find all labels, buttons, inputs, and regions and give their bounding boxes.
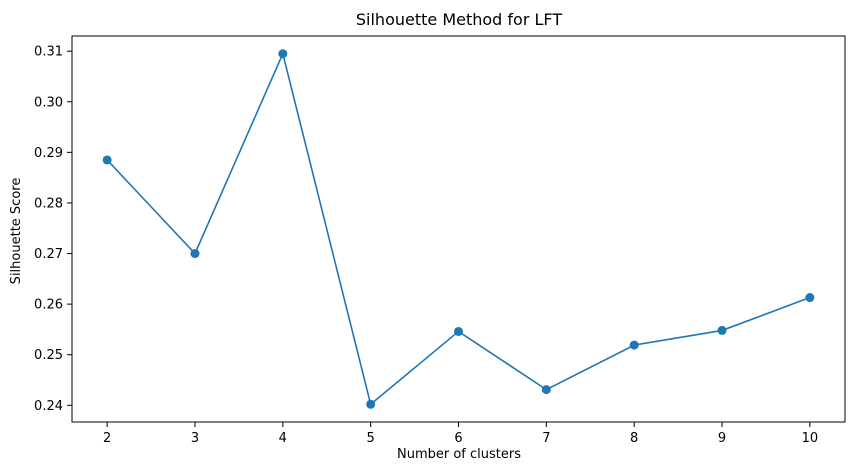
x-tick-label: 10	[802, 431, 819, 446]
x-tick-label: 5	[367, 431, 375, 446]
y-tick-label: 0.26	[34, 298, 63, 313]
x-tick-label: 6	[454, 431, 462, 446]
chart-title: Silhouette Method for LFT	[356, 10, 562, 29]
data-point	[541, 385, 551, 395]
data-point	[278, 49, 288, 59]
y-axis-label: Silhouette Score	[9, 178, 24, 285]
data-point	[805, 293, 815, 303]
data-point	[366, 399, 376, 409]
data-point	[454, 326, 463, 336]
x-tick-label: 3	[191, 431, 199, 446]
y-tick-label: 0.30	[34, 95, 63, 110]
y-tick-label: 0.31	[34, 45, 63, 60]
data-point	[190, 249, 200, 259]
y-tick-label: 0.24	[34, 399, 63, 414]
x-tick-label: 9	[718, 431, 726, 446]
y-tick-label: 0.25	[34, 348, 63, 363]
series-line	[106, 51, 811, 406]
y-tick-label: 0.28	[34, 196, 63, 211]
data-point	[102, 155, 112, 165]
data-point	[629, 340, 639, 350]
plot-area: 2 3 4 5 6 7 8 9 10 0.24 0.25 0.26 0.27 0.28 0.29 0.30 0.…	[34, 35, 846, 446]
x-tick-label: 2	[103, 431, 111, 446]
data-point	[717, 325, 727, 335]
y-tick-label: 0.29	[34, 146, 63, 161]
x-tick-label: 8	[630, 431, 638, 446]
x-axis-label: Number of clusters	[397, 447, 521, 462]
y-tick-label: 0.27	[34, 247, 63, 262]
axes-frame	[71, 35, 846, 423]
x-tick-label: 7	[542, 431, 550, 446]
x-tick-label: 4	[279, 431, 287, 446]
